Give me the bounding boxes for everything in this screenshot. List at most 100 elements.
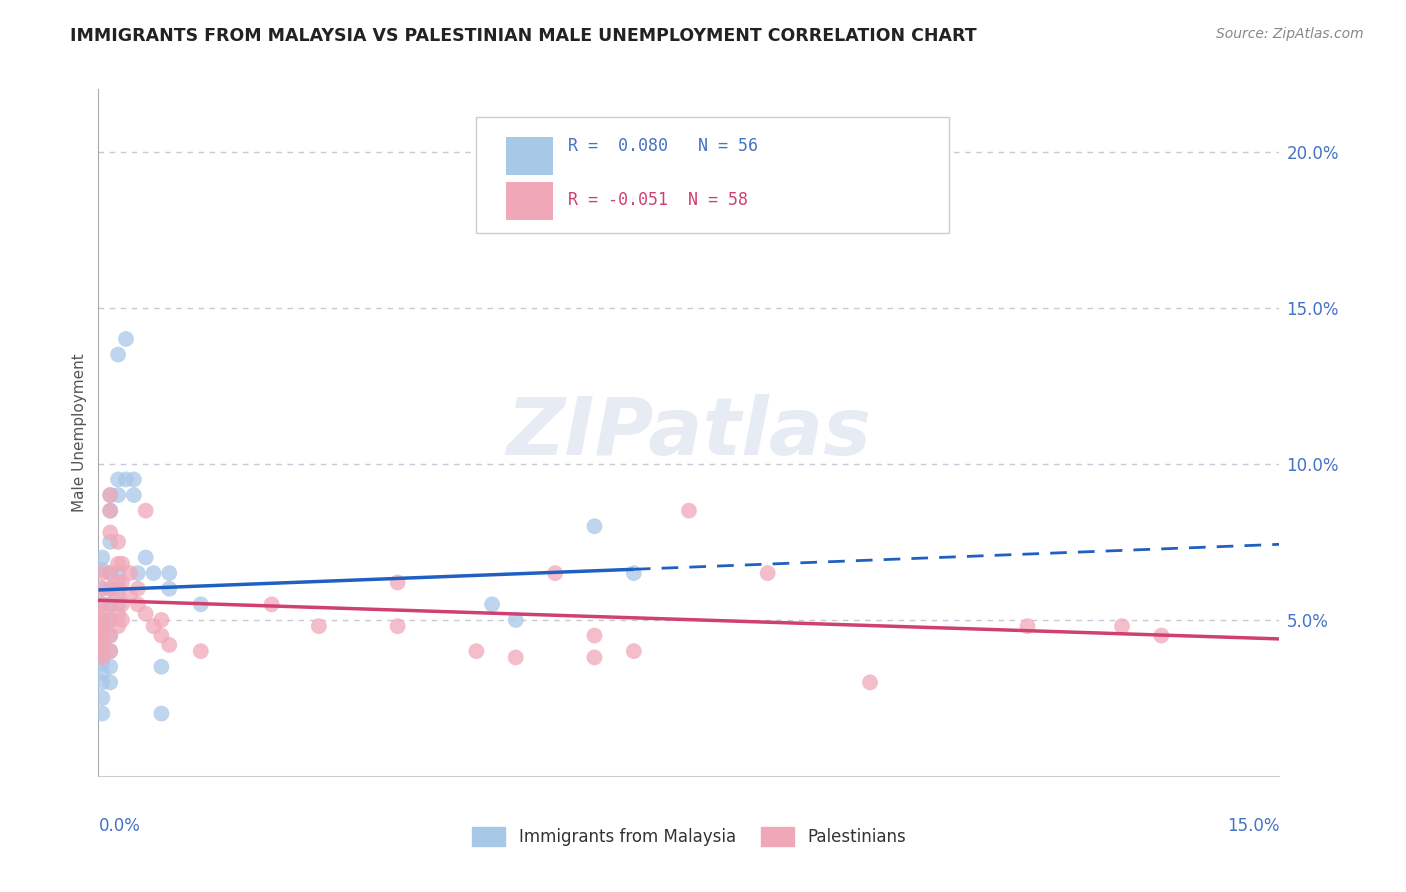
Point: [91, 598, 114, 612]
Point: [98, 503, 121, 517]
Point: [623, 644, 645, 658]
Point: [107, 557, 129, 571]
Point: [107, 619, 129, 633]
Text: R = -0.051  N = 58: R = -0.051 N = 58: [568, 192, 748, 210]
Point: [91, 619, 114, 633]
Text: 15.0%: 15.0%: [1227, 817, 1279, 835]
Point: [91, 644, 114, 658]
Point: [111, 557, 134, 571]
Point: [91, 690, 114, 705]
Point: [157, 638, 180, 652]
Legend: Immigrants from Malaysia, Palestinians: Immigrants from Malaysia, Palestinians: [465, 820, 912, 853]
Point: [98, 598, 121, 612]
Point: [127, 598, 149, 612]
Point: [91, 550, 114, 565]
Point: [142, 566, 165, 580]
Text: R =  0.080   N = 56: R = 0.080 N = 56: [568, 136, 758, 154]
Point: [98, 582, 121, 596]
Point: [98, 503, 121, 517]
Point: [107, 607, 129, 621]
Point: [387, 619, 409, 633]
Point: [115, 472, 138, 486]
Point: [91, 613, 114, 627]
Point: [122, 472, 145, 486]
Point: [107, 582, 129, 596]
Point: [91, 665, 114, 680]
Point: [98, 598, 121, 612]
Point: [142, 619, 165, 633]
Point: [107, 598, 129, 612]
Point: [98, 488, 121, 502]
Point: [623, 566, 645, 580]
Point: [91, 644, 114, 658]
Point: [91, 582, 114, 596]
Point: [98, 613, 121, 627]
Point: [1017, 619, 1039, 633]
Point: [118, 588, 141, 602]
Point: [190, 598, 212, 612]
Point: [111, 575, 134, 590]
Point: [91, 632, 114, 646]
Point: [91, 619, 114, 633]
Point: [544, 566, 567, 580]
Point: [91, 638, 114, 652]
Point: [1111, 619, 1133, 633]
Point: [91, 598, 114, 612]
Point: [157, 582, 180, 596]
Point: [465, 644, 488, 658]
Point: [583, 519, 606, 533]
Point: [118, 566, 141, 580]
Point: [260, 598, 283, 612]
Point: [91, 628, 114, 642]
Point: [98, 628, 121, 642]
Point: [115, 332, 138, 346]
Point: [127, 566, 149, 580]
Point: [107, 588, 129, 602]
Point: [111, 598, 134, 612]
Text: ZIPatlas: ZIPatlas: [506, 393, 872, 472]
Bar: [506, 137, 553, 175]
Point: [91, 563, 114, 577]
Point: [308, 619, 330, 633]
Point: [583, 650, 606, 665]
Point: [150, 660, 173, 674]
Point: [91, 582, 114, 596]
Point: [505, 613, 527, 627]
Point: [98, 525, 121, 540]
Y-axis label: Male Unemployment: Male Unemployment: [72, 353, 87, 512]
Point: [150, 613, 173, 627]
Point: [91, 650, 114, 665]
Point: [481, 598, 503, 612]
Point: [111, 613, 134, 627]
Point: [91, 625, 114, 640]
Point: [756, 566, 779, 580]
Point: [135, 503, 157, 517]
Point: [98, 675, 121, 690]
FancyBboxPatch shape: [477, 117, 949, 234]
Bar: [506, 182, 553, 219]
Point: [859, 675, 882, 690]
Point: [190, 644, 212, 658]
Point: [98, 644, 121, 658]
Point: [91, 566, 114, 580]
Point: [127, 582, 149, 596]
Point: [1150, 628, 1173, 642]
Point: [678, 503, 700, 517]
Point: [98, 582, 121, 596]
Point: [107, 566, 129, 580]
Point: [91, 613, 114, 627]
Point: [98, 566, 121, 580]
Point: [387, 575, 409, 590]
Point: [91, 657, 114, 671]
Text: Source: ZipAtlas.com: Source: ZipAtlas.com: [1216, 27, 1364, 41]
Text: IMMIGRANTS FROM MALAYSIA VS PALESTINIAN MALE UNEMPLOYMENT CORRELATION CHART: IMMIGRANTS FROM MALAYSIA VS PALESTINIAN …: [70, 27, 977, 45]
Point: [122, 488, 145, 502]
Point: [98, 534, 121, 549]
Point: [107, 534, 129, 549]
Point: [135, 607, 157, 621]
Point: [98, 644, 121, 658]
Point: [91, 607, 114, 621]
Point: [150, 706, 173, 721]
Point: [91, 675, 114, 690]
Text: 0.0%: 0.0%: [98, 817, 141, 835]
